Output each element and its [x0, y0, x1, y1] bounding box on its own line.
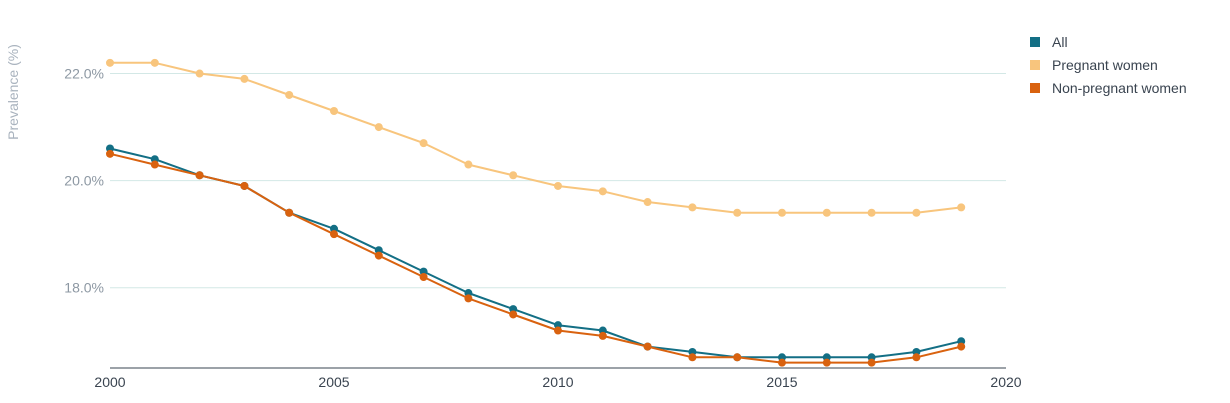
data-point — [374, 251, 383, 260]
data-point — [106, 58, 114, 67]
data-point — [330, 107, 338, 116]
data-point — [733, 353, 742, 362]
y-tick-label: 18.0% — [64, 280, 104, 296]
data-point — [912, 208, 921, 217]
data-point — [419, 272, 428, 281]
legend-label: Non-pregnant women — [1052, 79, 1187, 96]
y-tick-labels: 18.0% 20.0% 22.0% — [64, 66, 104, 296]
series-line — [110, 61, 962, 214]
data-point — [778, 358, 786, 367]
legend-swatch — [1030, 59, 1040, 70]
y-tick-label: 20.0% — [64, 173, 104, 189]
y-tick-label: 22.0% — [64, 66, 104, 82]
data-point — [240, 74, 249, 83]
data-point — [195, 69, 204, 78]
data-point — [285, 90, 294, 99]
legend: All Pregnant women Non-pregnant women — [1030, 30, 1187, 99]
x-tick-labels: 2000 2005 2010 2015 2020 — [94, 374, 1021, 390]
series-2 — [106, 149, 966, 367]
data-point — [330, 230, 338, 239]
data-point — [688, 353, 697, 362]
data-point — [554, 326, 562, 335]
series-line — [109, 152, 962, 364]
legend-item: Pregnant women — [1030, 53, 1187, 76]
x-tick-label: 2020 — [990, 374, 1021, 390]
data-point — [509, 310, 518, 319]
x-tick-label: 2010 — [542, 374, 573, 390]
data-point — [464, 294, 473, 303]
data-point — [554, 181, 562, 190]
series-0 — [106, 144, 966, 362]
legend-label: All — [1052, 33, 1068, 50]
data-point — [598, 187, 607, 196]
gridlines — [110, 73, 1006, 289]
data-point — [509, 171, 518, 180]
data-point — [240, 181, 249, 190]
data-point — [688, 203, 697, 212]
data-point — [822, 208, 831, 217]
data-point — [957, 342, 966, 351]
data-point — [643, 198, 652, 207]
legend-swatch — [1030, 82, 1040, 93]
data-point — [598, 331, 607, 340]
data-point — [374, 123, 383, 132]
data-point — [912, 353, 921, 362]
series-lines — [106, 58, 966, 367]
legend-label: Pregnant women — [1052, 56, 1158, 73]
data-point — [867, 358, 876, 367]
x-tick-label: 2000 — [94, 374, 125, 390]
legend-swatch — [1030, 36, 1040, 47]
data-point — [643, 342, 652, 351]
x-tick-label: 2015 — [766, 374, 797, 390]
legend-item: All — [1030, 30, 1187, 53]
data-point — [867, 208, 876, 217]
data-point — [419, 139, 428, 148]
y-axis-label: Prevalence (%) — [5, 44, 21, 140]
data-point — [106, 149, 114, 158]
series-1 — [106, 58, 966, 217]
data-point — [733, 208, 742, 217]
data-point — [822, 358, 831, 367]
x-tick-label: 2005 — [318, 374, 349, 390]
data-point — [150, 58, 159, 67]
data-point — [464, 160, 473, 169]
data-point — [957, 203, 966, 212]
data-point — [150, 160, 159, 169]
data-point — [285, 208, 294, 217]
legend-item: Non-pregnant women — [1030, 76, 1187, 99]
data-point — [195, 171, 204, 180]
data-point — [778, 208, 786, 217]
